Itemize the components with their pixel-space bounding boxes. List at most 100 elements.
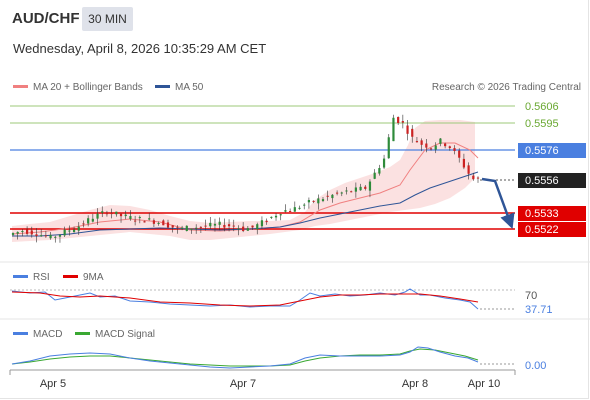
candle-body: [44, 235, 47, 237]
projection-arrow: [481, 177, 515, 230]
candle-body: [364, 186, 367, 189]
candle-body: [166, 222, 170, 228]
x-tick-apr7: Apr 7: [230, 378, 256, 390]
ma50-legend-label: MA 50: [175, 82, 204, 93]
candle-body: [289, 211, 292, 213]
candle-body: [115, 211, 118, 215]
candle-body: [335, 192, 339, 194]
timeframe-badge[interactable]: 30 MIN: [82, 7, 133, 31]
candle-body: [303, 204, 306, 206]
candle-body: [382, 158, 386, 168]
x-tick-apr5: Apr 5: [40, 378, 66, 390]
support-1-label-bg: [518, 206, 586, 221]
support-1-label: 0.5533: [525, 208, 559, 220]
candle-body: [387, 137, 390, 159]
candle-body: [298, 207, 301, 209]
candle-body: [72, 229, 76, 233]
ma50-legend-swatch: [155, 85, 170, 88]
rsi-line: [11, 288, 479, 310]
candle-body: [96, 213, 99, 219]
candle-body: [429, 148, 433, 150]
candle-body: [434, 145, 437, 150]
resistance-2-label: 0.5606: [525, 101, 559, 113]
candle-body: [415, 141, 419, 143]
candle-body: [143, 221, 146, 223]
candle-body: [68, 230, 71, 232]
candle-body: [425, 143, 428, 148]
candle-body: [171, 225, 174, 228]
candle-body: [129, 216, 132, 219]
candle-body: [401, 121, 404, 123]
candle-body: [448, 146, 451, 149]
candle-body: [16, 231, 19, 234]
candle-body: [359, 186, 362, 191]
candle-body: [373, 172, 376, 179]
candle-body: [110, 213, 113, 215]
candle-body: [209, 222, 212, 227]
candle-body: [350, 191, 353, 193]
candle-body: [227, 224, 231, 227]
rsi-legend-swatch: [13, 275, 28, 278]
candle-body: [162, 220, 165, 226]
candle-body: [213, 223, 217, 226]
candle-body: [63, 229, 66, 236]
candle-body: [251, 225, 254, 228]
candle-body: [124, 214, 127, 217]
rsi-ma-legend-label: 9MA: [83, 272, 104, 283]
candle-body: [101, 211, 104, 213]
candle-body: [185, 225, 188, 231]
candle-body: [397, 117, 400, 123]
candle-body: [218, 221, 221, 225]
macd-value-label: 0.00: [525, 360, 546, 372]
candle-body: [35, 234, 38, 237]
candle-body: [411, 128, 414, 137]
candle-body: [265, 220, 268, 223]
macd-line: [11, 346, 479, 369]
macd-signal-legend-swatch: [75, 332, 90, 335]
candle-body: [237, 228, 240, 230]
support-2-label-bg: [518, 222, 586, 237]
candle-body: [223, 224, 226, 228]
support-2-label: 0.5522: [525, 224, 559, 236]
candle-body: [134, 220, 137, 222]
candle-body: [274, 215, 278, 218]
current-price-label: 0.5556: [525, 175, 559, 187]
candle-body: [199, 226, 202, 228]
candle-body: [58, 234, 62, 237]
candle-body: [204, 225, 207, 227]
rsi-ma-legend-swatch: [63, 275, 78, 278]
candle-body: [392, 117, 395, 142]
candle-body: [476, 177, 480, 179]
macd-signal-legend-label: MACD Signal: [95, 329, 155, 340]
candle-body: [406, 125, 409, 134]
candle-body: [25, 229, 29, 234]
candle-body: [293, 207, 296, 212]
candle-body: [176, 227, 179, 229]
candle-body: [119, 213, 123, 217]
candle-body: [420, 140, 423, 145]
macd-legend-swatch: [13, 332, 28, 335]
candle-body: [105, 213, 109, 215]
candle-body: [148, 218, 151, 220]
candle-body: [49, 234, 52, 239]
pivot-label: 0.5576: [525, 145, 559, 157]
candle-body: [462, 158, 466, 168]
resistance-1-label: 0.5595: [525, 118, 559, 130]
x-tick-apr10: Apr 10: [468, 378, 500, 390]
candle-body: [260, 220, 264, 227]
candle-body: [444, 143, 447, 147]
candle-body: [378, 168, 381, 174]
candle-body: [321, 199, 325, 202]
candle-body: [317, 198, 320, 204]
candle-body: [439, 138, 442, 144]
rsi-ma-line: [11, 291, 479, 307]
candle-body: [246, 228, 249, 231]
candle-body: [279, 214, 282, 216]
candle-body: [354, 187, 357, 192]
candle-body: [340, 192, 343, 194]
rsi-70-label: 70: [525, 290, 537, 302]
candle-body: [157, 223, 160, 225]
credit-label: Research © 2026 Trading Central: [432, 82, 581, 93]
